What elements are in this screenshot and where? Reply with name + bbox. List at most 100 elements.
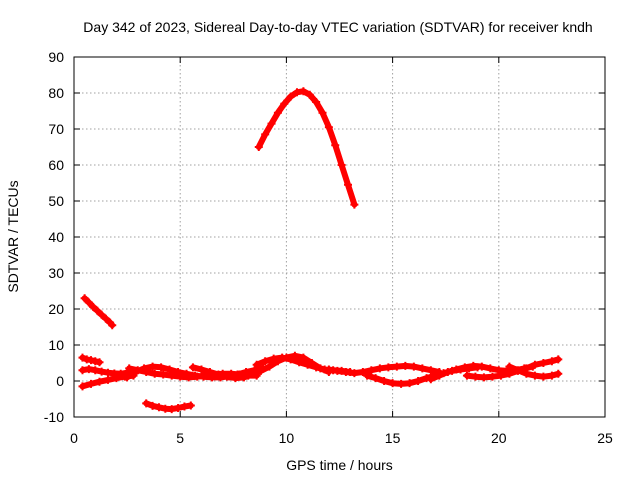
grid-lines	[74, 57, 605, 417]
data-point	[324, 365, 333, 374]
data-point	[97, 310, 106, 319]
y-tick-label: 90	[48, 49, 64, 65]
data-point	[193, 372, 202, 381]
x-tick-label: 10	[279, 430, 295, 446]
data-point	[405, 379, 414, 388]
y-tick-label: 80	[48, 85, 64, 101]
data-point	[103, 375, 112, 384]
data-point	[367, 366, 376, 375]
data-point	[331, 141, 340, 150]
x-tick-label: 0	[70, 430, 78, 446]
data-point	[184, 373, 193, 382]
data-point	[154, 403, 163, 412]
data-point	[97, 367, 106, 376]
data-point	[384, 363, 393, 372]
data-point	[142, 399, 151, 408]
data-point	[462, 371, 471, 380]
data-point	[197, 365, 206, 374]
data-point	[176, 372, 185, 381]
data-point	[205, 368, 214, 376]
data-point	[293, 88, 302, 97]
data-series	[78, 87, 563, 414]
data-point	[286, 92, 295, 101]
data-point	[418, 364, 427, 373]
data-point	[337, 161, 346, 169]
data-point	[84, 365, 93, 374]
data-point	[108, 321, 117, 330]
data-point	[312, 363, 321, 372]
data-point	[554, 355, 563, 364]
data-point	[148, 401, 157, 410]
data-point	[343, 180, 352, 189]
data-point	[350, 200, 359, 209]
data-point	[286, 355, 295, 364]
data-point	[150, 369, 159, 378]
data-point	[95, 358, 104, 367]
series-arc-high	[254, 87, 359, 209]
data-point	[324, 123, 333, 132]
data-point	[371, 374, 380, 383]
data-point	[486, 364, 495, 373]
data-point	[496, 371, 505, 380]
data-point	[273, 108, 282, 117]
data-point	[165, 365, 174, 374]
data-point	[469, 361, 478, 370]
data-point	[443, 368, 452, 376]
data-point	[174, 404, 183, 412]
data-point	[125, 364, 134, 373]
data-point	[341, 368, 350, 376]
y-tick-label: 0	[56, 373, 64, 389]
data-point	[78, 382, 87, 391]
data-point	[539, 359, 548, 367]
y-tick-label: 60	[48, 157, 64, 173]
data-point	[222, 372, 231, 381]
data-point	[295, 358, 304, 367]
y-tick-label: 70	[48, 121, 64, 137]
data-point	[269, 354, 278, 363]
data-point	[505, 362, 514, 371]
data-point	[460, 363, 469, 372]
data-point	[252, 360, 261, 369]
x-tick-label: 5	[176, 430, 184, 446]
data-point	[86, 356, 95, 365]
data-point	[157, 363, 166, 372]
data-point	[299, 353, 308, 362]
data-point	[547, 371, 556, 380]
data-point	[471, 372, 480, 381]
data-point	[254, 143, 263, 151]
series-arc-start-a	[78, 353, 104, 367]
data-point	[265, 362, 274, 371]
data-point	[358, 368, 367, 376]
data-point	[159, 370, 168, 379]
y-tick-label: -10	[44, 409, 64, 425]
data-point	[312, 98, 321, 106]
x-tick-label: 15	[385, 430, 401, 446]
data-point	[278, 353, 287, 362]
data-point	[375, 364, 384, 373]
data-point	[426, 375, 435, 384]
series-arc-negative	[142, 399, 195, 414]
data-point	[93, 306, 102, 315]
data-point	[214, 370, 223, 379]
data-point	[101, 314, 110, 323]
data-point	[91, 366, 100, 375]
data-point	[401, 361, 410, 370]
data-point	[256, 366, 265, 375]
data-point	[299, 87, 308, 96]
data-point	[513, 366, 522, 375]
data-point	[78, 366, 87, 375]
data-point	[261, 130, 270, 139]
data-point	[409, 362, 418, 371]
data-point	[186, 401, 195, 410]
data-point	[547, 357, 556, 366]
data-point	[477, 362, 486, 371]
data-point	[479, 373, 488, 382]
data-point	[123, 373, 132, 382]
data-point	[167, 371, 176, 380]
x-tick-label: 25	[597, 430, 613, 446]
data-point	[363, 371, 372, 380]
data-point	[231, 374, 240, 383]
data-point	[530, 371, 539, 380]
data-point	[112, 374, 121, 383]
